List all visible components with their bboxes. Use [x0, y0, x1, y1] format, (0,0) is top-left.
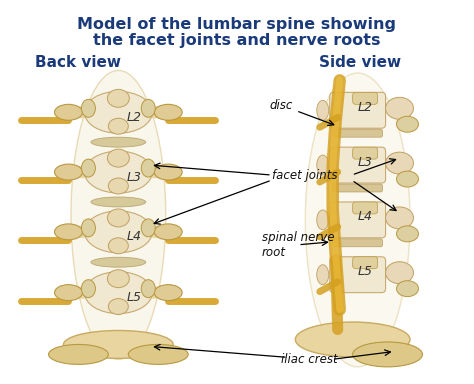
Text: Back view: Back view — [36, 56, 121, 71]
Ellipse shape — [108, 89, 129, 107]
FancyBboxPatch shape — [330, 257, 385, 293]
Ellipse shape — [385, 262, 413, 284]
Ellipse shape — [71, 70, 166, 359]
Text: L4: L4 — [358, 210, 373, 223]
Ellipse shape — [397, 171, 419, 187]
Ellipse shape — [385, 152, 413, 174]
FancyBboxPatch shape — [150, 166, 168, 178]
Ellipse shape — [91, 137, 146, 147]
Ellipse shape — [141, 159, 155, 177]
Ellipse shape — [295, 322, 410, 357]
Text: the facet joints and nerve roots: the facet joints and nerve roots — [93, 33, 381, 48]
FancyBboxPatch shape — [150, 106, 168, 118]
Ellipse shape — [385, 97, 413, 119]
Ellipse shape — [141, 99, 155, 117]
Text: Side view: Side view — [319, 56, 401, 71]
FancyBboxPatch shape — [333, 184, 383, 192]
Ellipse shape — [154, 285, 182, 301]
FancyBboxPatch shape — [330, 202, 385, 238]
Ellipse shape — [385, 207, 413, 229]
Ellipse shape — [109, 118, 128, 134]
Text: L2: L2 — [127, 111, 142, 124]
Ellipse shape — [55, 224, 82, 240]
Ellipse shape — [55, 285, 82, 301]
FancyBboxPatch shape — [353, 257, 378, 269]
Text: iliac crest: iliac crest — [282, 353, 338, 366]
Ellipse shape — [108, 270, 129, 288]
FancyBboxPatch shape — [69, 226, 86, 238]
FancyBboxPatch shape — [69, 287, 86, 299]
Ellipse shape — [84, 211, 152, 253]
Ellipse shape — [305, 73, 410, 367]
Text: L5: L5 — [358, 265, 373, 278]
Ellipse shape — [317, 210, 329, 230]
Ellipse shape — [141, 280, 155, 298]
Ellipse shape — [109, 178, 128, 194]
Text: L4: L4 — [127, 230, 142, 243]
FancyBboxPatch shape — [333, 239, 383, 247]
Text: L3: L3 — [127, 170, 142, 184]
FancyBboxPatch shape — [353, 202, 378, 214]
FancyBboxPatch shape — [353, 147, 378, 159]
Ellipse shape — [397, 116, 419, 132]
Text: spinal nerve
root: spinal nerve root — [262, 231, 335, 259]
Text: Model of the lumbar spine showing: Model of the lumbar spine showing — [78, 17, 396, 31]
Ellipse shape — [84, 151, 152, 193]
Text: L3: L3 — [358, 156, 373, 169]
Ellipse shape — [91, 197, 146, 207]
FancyBboxPatch shape — [69, 166, 86, 178]
Ellipse shape — [84, 91, 152, 133]
Ellipse shape — [108, 149, 129, 167]
Ellipse shape — [141, 219, 155, 237]
Ellipse shape — [91, 257, 146, 267]
Ellipse shape — [82, 159, 95, 177]
Ellipse shape — [154, 224, 182, 240]
Ellipse shape — [109, 299, 128, 314]
Ellipse shape — [317, 155, 329, 175]
Ellipse shape — [317, 265, 329, 285]
Ellipse shape — [82, 280, 95, 298]
Text: L2: L2 — [358, 101, 373, 114]
FancyBboxPatch shape — [353, 93, 378, 104]
FancyBboxPatch shape — [333, 129, 383, 137]
FancyBboxPatch shape — [150, 287, 168, 299]
FancyBboxPatch shape — [330, 93, 385, 128]
Ellipse shape — [128, 344, 188, 364]
Ellipse shape — [64, 331, 173, 358]
Ellipse shape — [82, 219, 95, 237]
Text: facet joints: facet joints — [272, 169, 337, 182]
Ellipse shape — [84, 272, 152, 314]
Ellipse shape — [55, 104, 82, 120]
Ellipse shape — [154, 164, 182, 180]
FancyBboxPatch shape — [150, 226, 168, 238]
Ellipse shape — [55, 164, 82, 180]
Ellipse shape — [317, 100, 329, 120]
FancyBboxPatch shape — [330, 147, 385, 183]
Ellipse shape — [397, 281, 419, 296]
Ellipse shape — [48, 344, 109, 364]
Text: disc: disc — [270, 99, 334, 126]
Ellipse shape — [109, 238, 128, 254]
Ellipse shape — [353, 342, 422, 367]
Ellipse shape — [82, 99, 95, 117]
Ellipse shape — [397, 226, 419, 242]
Ellipse shape — [108, 209, 129, 227]
Ellipse shape — [154, 104, 182, 120]
FancyBboxPatch shape — [69, 106, 86, 118]
Text: L5: L5 — [127, 291, 142, 304]
